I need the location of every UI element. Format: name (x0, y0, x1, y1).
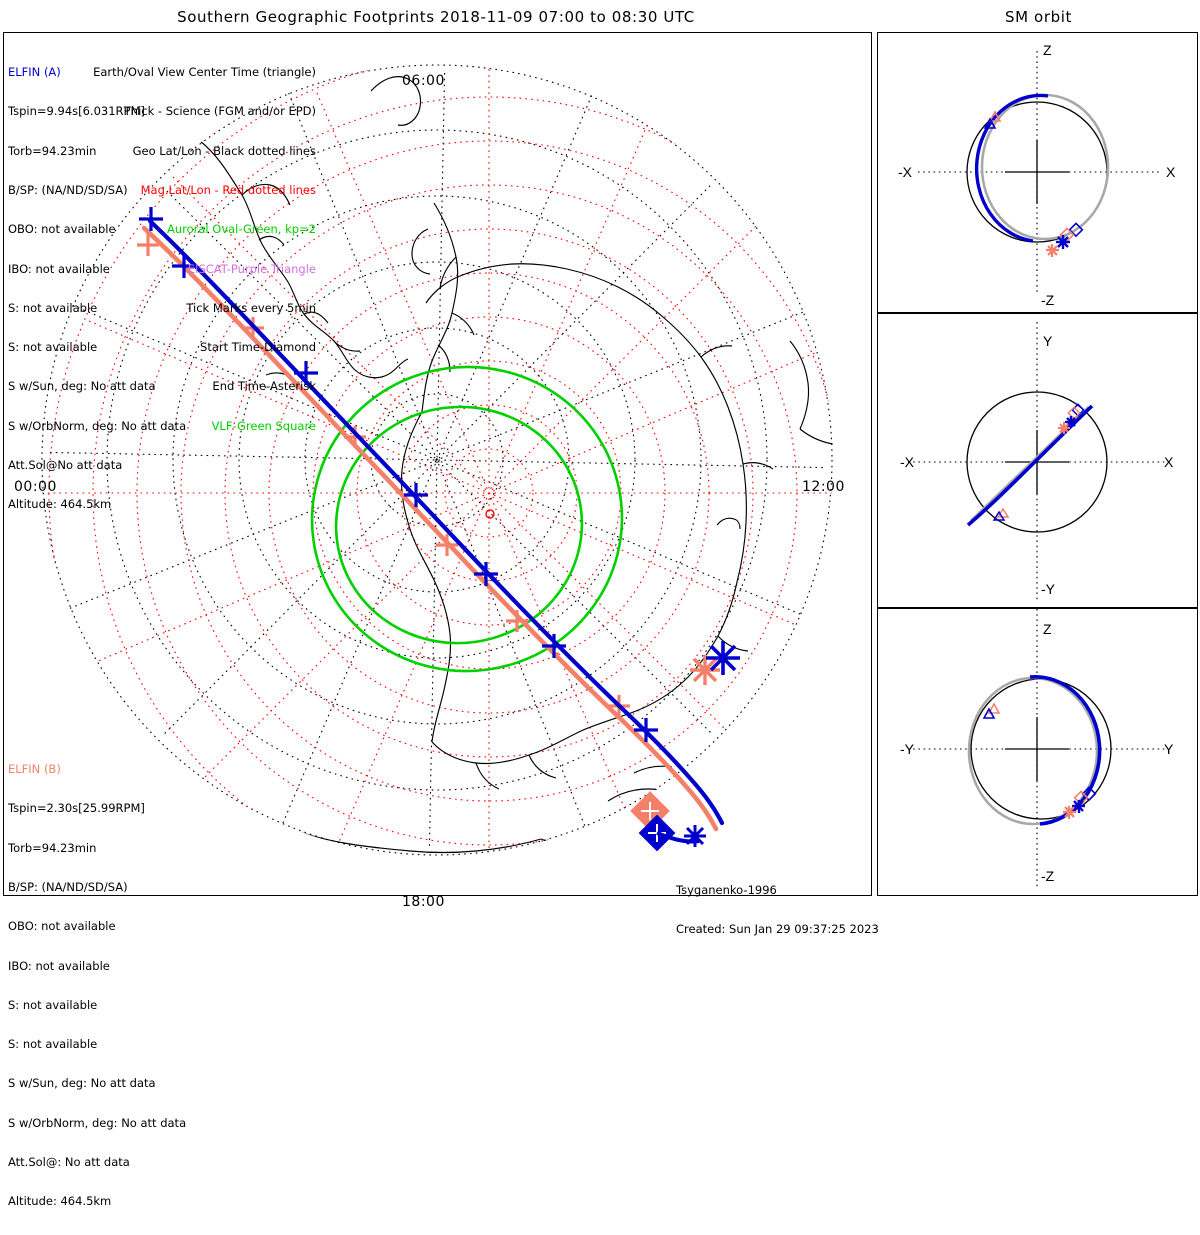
legend-item-1: Thick - Science (FGM and/or EPD) (123, 104, 316, 119)
elfin-b-line-2: B/SP: (NA/ND/SD/SA) (8, 880, 128, 895)
sm-orbit-panel-yz: -Y Y Z -Z (877, 608, 1198, 896)
magnetic-grid (42, 64, 833, 856)
legend-item-9: VLF-Green Square (211, 418, 316, 433)
orbit-ellipse-gray-xz (980, 93, 1110, 241)
sm-xz-axes (918, 51, 1160, 295)
elfin-b-line-7: S w/Sun, deg: No att data (8, 1076, 156, 1091)
sm-orbit-title: SM orbit (1005, 8, 1072, 26)
end-marker-a (706, 641, 740, 675)
sm-yz-label-left: -Y (900, 741, 915, 757)
created-timestamp: Created: Sun Jan 29 09:37:25 2023 (676, 922, 879, 937)
end-marker-b (690, 655, 720, 685)
sm-xy-label-right: X (1164, 454, 1174, 470)
sm-orbit-panel-xy: -X X Y -Y (877, 313, 1198, 608)
elfin-a-line-2: B/SP: (NA/ND/SD/SA) (8, 183, 128, 198)
elfin-b-info-block: ELFIN (B) Tspin=2.30s[25.99RPM] Torb=94.… (8, 737, 186, 1235)
sm-xz-center-cross (1005, 140, 1069, 204)
end-marker-a-lower (684, 825, 706, 847)
sm-xy-markers (992, 403, 1085, 521)
sm-xy-label-left: -X (900, 454, 915, 470)
sm-xy-label-bottom: -Y (1041, 581, 1056, 597)
map-legend: Earth/Oval View Center Time (triangle) T… (93, 40, 316, 459)
elfin-b-line-9: Att.Sol@: No att data (8, 1155, 130, 1169)
elfin-a-line-10: Altitude: 464.5km (8, 497, 112, 512)
elfin-a-line-8: S w/OrbNorm, deg: No att data (8, 418, 187, 433)
auroral-oval (310, 365, 624, 673)
elfin-b-line-8: S w/OrbNorm, deg: No att data (8, 1115, 187, 1130)
sm-xz-label-bottom: -Z (1041, 292, 1055, 308)
sm-xz-canvas: -X X Z -Z (898, 42, 1176, 308)
legend-item-4: Auroral Oval-Green, kp=2 (166, 222, 316, 237)
elfin-b-line-1: Torb=94.23min (8, 840, 97, 855)
tick-marks-a (139, 207, 658, 742)
map-canvas (41, 64, 833, 856)
view-center-marker (485, 509, 495, 519)
legend-item-6: Tick Marks every 5min (186, 300, 316, 315)
elfin-b-line-3: OBO: not available (8, 919, 116, 934)
elfin-a-line-5: S: not available (8, 300, 98, 315)
legend-item-0: Earth/Oval View Center Time (triangle) (93, 65, 316, 80)
sm-yz-canvas: -Y Y Z -Z (900, 609, 1174, 889)
elfin-b-name: ELFIN (B) (8, 762, 61, 777)
clock-label-06: 06:00 (402, 73, 445, 89)
sm-yz-label-right: Y (1164, 741, 1174, 757)
legend-item-7: Start Time-Diamond (200, 340, 316, 355)
clock-label-00: 00:00 (14, 479, 57, 495)
sm-xz-label-left: -X (898, 164, 913, 180)
auroral-oval-outer (310, 365, 624, 673)
sm-yz-center-cross (1005, 717, 1069, 781)
elfin-b-line-5: S: not available (8, 997, 98, 1012)
model-name: Tsyganenko-1996 (676, 883, 777, 898)
auroral-oval-inner (334, 405, 584, 645)
elfin-a-line-9: Att.Sol@No att data (8, 458, 123, 472)
sm-yz-markers (982, 702, 1097, 819)
sm-xz-label-right: X (1166, 164, 1176, 180)
sm-xy-canvas: -X X Y -Y (900, 322, 1174, 600)
geographic-grid (41, 64, 833, 856)
earth-circle-xy (966, 391, 1108, 533)
legend-item-2: Geo Lat/Lon - Black dotted lines (132, 143, 316, 158)
elfin-a-line-7: S w/Sun, deg: No att data (8, 379, 156, 394)
sm-orbit-panel-xz: -X X Z -Z (877, 32, 1198, 313)
sm-yz-label-top: Z (1043, 621, 1052, 637)
elfin-a-info-block: ELFIN (A) Tspin=9.94s[6.031RPM] Torb=94.… (8, 40, 186, 538)
track-elfin-b (137, 225, 720, 832)
sm-xz-label-top: Z (1043, 42, 1052, 58)
sm-xy-label-top: Y (1043, 333, 1053, 349)
elfin-a-line-1: Torb=94.23min (8, 143, 97, 158)
elfin-b-line-0: Tspin=2.30s[25.99RPM] (8, 801, 145, 816)
credit-block: Tsyganenko-1996 Created: Sun Jan 29 09:3… (676, 858, 879, 963)
clock-label-18: 18:00 (402, 894, 445, 910)
clock-label-12: 12:00 (802, 479, 845, 495)
figure-root: Southern Geographic Footprints 2018-11-0… (3, 8, 1198, 1208)
sm-xz-markers (983, 110, 1084, 257)
sm-yz-label-bottom: -Z (1041, 868, 1055, 884)
legend-item-3: Mag Lat/Lon - Red dotted lines (140, 183, 316, 198)
elfin-b-line-10: Altitude: 464.5km (8, 1194, 112, 1209)
elfin-a-line-6: S: not available (8, 340, 98, 355)
elfin-b-line-4: IBO: not available (8, 958, 110, 973)
elfin-a-name: ELFIN (A) (8, 65, 61, 80)
elfin-b-line-6: S: not available (8, 1037, 98, 1052)
footprint-map-panel: 06:00 12:00 18:00 00:00 (3, 32, 872, 910)
track-elfin-a (139, 207, 740, 852)
map-title: Southern Geographic Footprints 2018-11-0… (177, 8, 695, 26)
legend-item-5: EISCAT-Purple Triangle (187, 261, 316, 276)
legend-item-8: End Time-Asterisk (212, 379, 316, 394)
orbit-track-a-xz (974, 93, 1049, 243)
elfin-a-line-3: OBO: not available (8, 222, 116, 237)
elfin-a-line-0: Tspin=9.94s[6.031RPM] (8, 104, 145, 119)
elfin-a-line-4: IBO: not available (8, 261, 110, 276)
